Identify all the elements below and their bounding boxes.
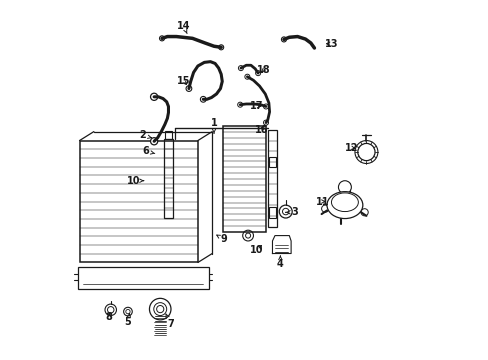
Text: 18: 18 [257,64,270,75]
Circle shape [338,181,351,194]
Circle shape [281,37,286,42]
Polygon shape [272,235,290,253]
Circle shape [150,93,158,100]
Text: 10: 10 [250,245,263,255]
Ellipse shape [326,192,362,219]
Circle shape [150,138,158,145]
Text: 11: 11 [315,197,328,207]
Circle shape [218,45,223,50]
Text: 14: 14 [177,21,190,33]
Text: 17: 17 [250,101,263,111]
Circle shape [263,104,268,109]
Text: 5: 5 [124,314,131,327]
Circle shape [357,143,374,161]
Text: 16: 16 [254,125,268,135]
Circle shape [159,36,164,41]
Circle shape [255,71,260,76]
Text: 1: 1 [210,118,217,133]
Text: 15: 15 [177,76,190,86]
Text: 8: 8 [105,312,113,322]
Bar [339,183,349,192]
Text: 3: 3 [285,207,298,217]
Bar [267,130,276,226]
Text: 12: 12 [344,143,357,153]
Circle shape [237,102,242,107]
Text: 2: 2 [139,130,151,140]
Text: 13: 13 [324,39,337,49]
Bar [163,139,173,218]
Text: 6: 6 [142,146,154,156]
Circle shape [185,86,191,91]
Circle shape [263,120,268,125]
Bar [164,131,172,139]
Circle shape [244,74,249,79]
Bar [268,207,275,218]
Text: 10: 10 [127,176,143,186]
Text: 4: 4 [276,256,283,269]
Text: 9: 9 [216,234,226,244]
Bar [268,157,275,167]
Circle shape [238,66,243,71]
Circle shape [200,96,206,102]
Bar [78,267,208,289]
Text: 7: 7 [165,314,174,329]
Bar [80,140,198,262]
Bar [223,126,265,232]
Circle shape [156,306,163,313]
